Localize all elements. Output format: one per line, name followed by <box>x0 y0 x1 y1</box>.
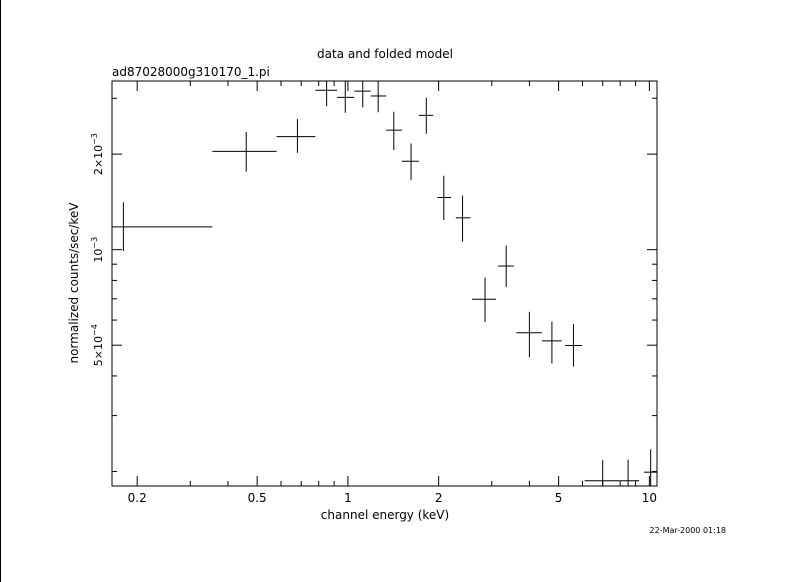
data-point <box>541 321 562 364</box>
window-left-edge <box>0 0 1 582</box>
data-point <box>112 202 213 252</box>
y-axis-label: normalized counts/sec/keV <box>67 202 81 364</box>
y-tick-label: 5×10−4 <box>90 324 105 366</box>
data-point <box>336 81 355 113</box>
x-tick-label: 2 <box>435 491 443 505</box>
data-point <box>498 245 514 288</box>
x-axis-label: channel energy (keV) <box>321 508 449 522</box>
data-point <box>418 97 434 134</box>
data-point <box>471 277 497 323</box>
y-tick-mantissa: 5×10 <box>92 336 105 366</box>
y-tick-exponent: −3 <box>90 237 99 249</box>
data-point <box>644 449 657 486</box>
chart-subtitle: ad87028000g310170_1.pi <box>112 65 270 79</box>
y-tick-mantissa: 2×10 <box>92 145 105 175</box>
plot-frame <box>111 80 658 487</box>
axes <box>111 80 658 487</box>
x-tick-label: 5 <box>555 491 563 505</box>
data-point <box>386 111 402 151</box>
x-tick-label: 10 <box>642 491 657 505</box>
data-point <box>584 460 620 486</box>
y-tick-exponent: −3 <box>90 133 99 145</box>
data-point <box>437 175 452 221</box>
y-tick-label: 2×10−3 <box>90 133 105 175</box>
y-tick-labels: 5×10−410−32×10−3 <box>90 133 105 366</box>
data-point <box>370 81 387 113</box>
chart-title: data and folded model <box>317 47 453 61</box>
data-point <box>619 459 640 486</box>
data-point <box>455 195 471 242</box>
data-point <box>354 81 371 108</box>
y-tick-exponent: −4 <box>90 324 99 336</box>
data-point <box>565 324 583 367</box>
x-tick-label: 0.2 <box>128 491 147 505</box>
y-tick-label: 10−3 <box>90 237 105 263</box>
data-point <box>212 131 277 172</box>
data-point <box>315 81 337 107</box>
y-tick-mantissa: 10 <box>92 249 105 263</box>
tick-marks <box>112 81 657 486</box>
data-point <box>516 311 542 358</box>
data-point <box>401 143 419 180</box>
x-tick-label: 1 <box>344 491 352 505</box>
timestamp: 22-Mar-2000 01:18 <box>650 526 727 535</box>
data-points <box>112 81 657 486</box>
x-tick-label: 0.5 <box>248 491 267 505</box>
data-point <box>276 119 316 153</box>
x-tick-labels: 0.2 0.5 1 2 5 10 <box>128 491 657 505</box>
